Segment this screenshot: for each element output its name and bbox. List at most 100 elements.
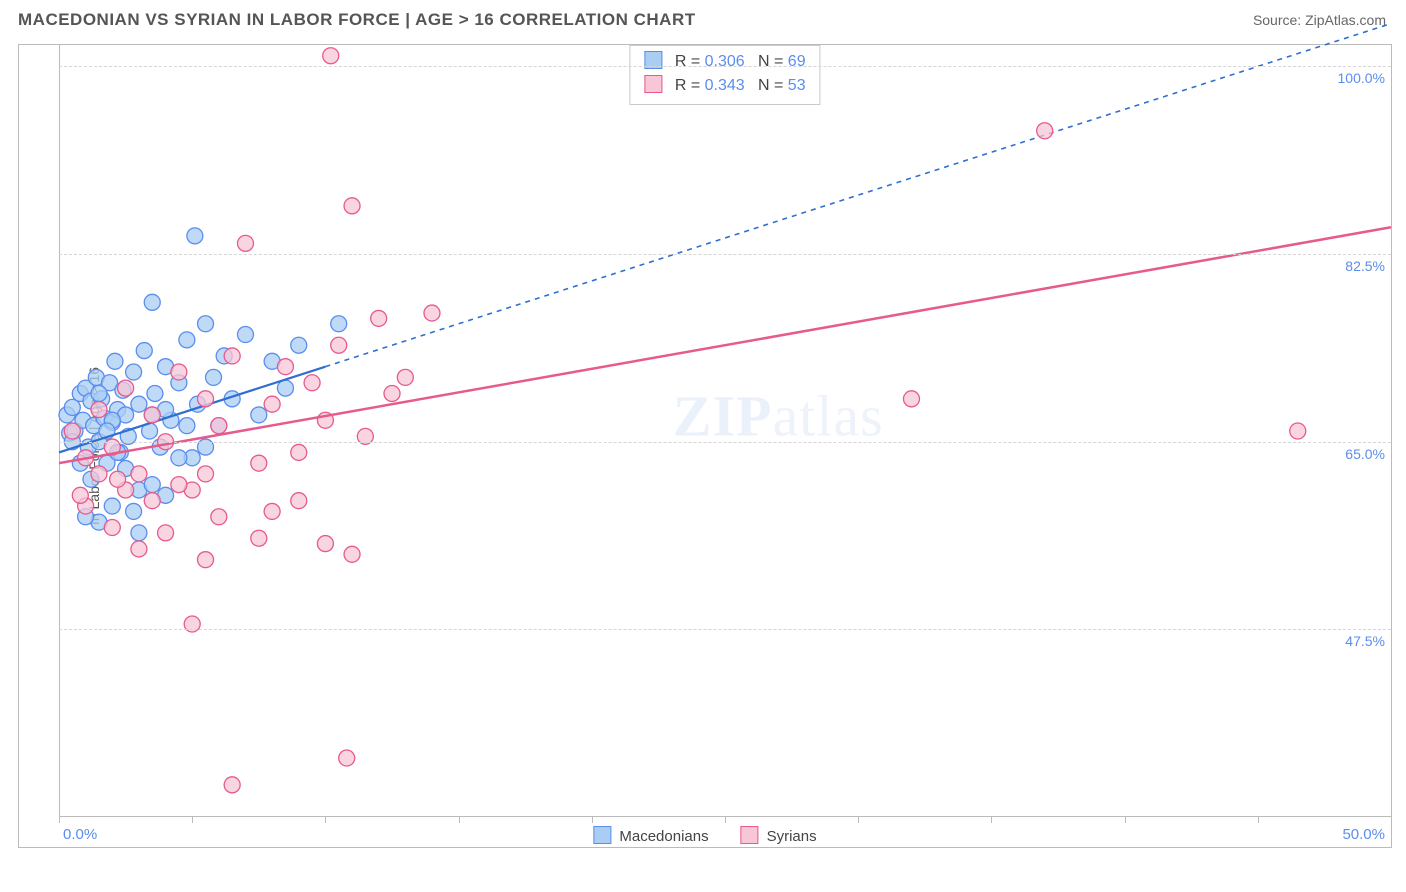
stat-r-1: 0.343 — [705, 77, 745, 94]
legend-swatch-0 — [593, 826, 611, 844]
scatter-point — [91, 466, 107, 482]
fit-line-extrapolated — [325, 24, 1391, 367]
fit-line — [59, 227, 1391, 463]
scatter-point — [198, 466, 214, 482]
stat-n-1: 53 — [788, 77, 806, 94]
scatter-point — [171, 477, 187, 493]
scatter-point — [144, 407, 160, 423]
x-max-label: 50.0% — [1342, 826, 1385, 843]
scatter-point — [64, 423, 80, 439]
scatter-point — [171, 450, 187, 466]
scatter-point — [344, 546, 360, 562]
x-tick — [325, 817, 326, 823]
x-tick — [192, 817, 193, 823]
scatter-point — [323, 48, 339, 64]
scatter-point — [211, 509, 227, 525]
scatter-point — [107, 353, 123, 369]
scatter-point — [211, 418, 227, 434]
scatter-point — [291, 337, 307, 353]
scatter-point — [91, 385, 107, 401]
scatter-point — [251, 407, 267, 423]
scatter-point — [264, 396, 280, 412]
gridline-label: 65.0% — [1345, 446, 1385, 462]
scatter-point — [371, 310, 387, 326]
legend-swatch-1 — [741, 826, 759, 844]
legend-label-0: Macedonians — [619, 828, 708, 845]
x-tick — [1391, 817, 1392, 823]
x-tick — [59, 817, 60, 823]
scatter-point — [131, 466, 147, 482]
x-tick — [991, 817, 992, 823]
scatter-point — [144, 294, 160, 310]
scatter-point — [224, 777, 240, 793]
scatter-point — [91, 402, 107, 418]
scatter-point — [331, 316, 347, 332]
scatter-point — [1037, 123, 1053, 139]
gridline-h — [59, 442, 1391, 443]
scatter-point — [384, 385, 400, 401]
gridline-h — [59, 254, 1391, 255]
scatter-point — [304, 375, 320, 391]
scatter-svg — [59, 45, 1391, 817]
scatter-point — [251, 530, 267, 546]
scatter-point — [237, 327, 253, 343]
scatter-point — [110, 471, 126, 487]
scatter-point — [224, 348, 240, 364]
stat-legend: R = 0.306 N = 69 R = 0.343 N = 53 — [629, 45, 820, 105]
scatter-point — [131, 396, 147, 412]
chart-title: MACEDONIAN VS SYRIAN IN LABOR FORCE | AG… — [18, 10, 696, 30]
x-min-label: 0.0% — [63, 826, 97, 843]
scatter-point — [171, 364, 187, 380]
chart-container: In Labor Force | Age > 16 ZIPatlas R = 0… — [18, 44, 1392, 848]
x-tick — [725, 817, 726, 823]
bottom-legend: Macedonians Syrians — [593, 826, 816, 845]
scatter-point — [136, 343, 152, 359]
scatter-point — [251, 455, 267, 471]
stat-row-1: R = 0.343 N = 53 — [644, 74, 805, 98]
x-tick — [459, 817, 460, 823]
source-label: Source: ZipAtlas.com — [1253, 12, 1386, 28]
stat-swatch-1 — [644, 75, 662, 93]
stat-n-0: 69 — [788, 53, 806, 70]
legend-item-0: Macedonians — [593, 826, 708, 845]
scatter-point — [277, 380, 293, 396]
gridline-label: 47.5% — [1345, 633, 1385, 649]
scatter-point — [339, 750, 355, 766]
scatter-point — [144, 477, 160, 493]
scatter-point — [237, 235, 253, 251]
scatter-point — [179, 332, 195, 348]
gridline-label: 82.5% — [1345, 258, 1385, 274]
scatter-point — [147, 385, 163, 401]
scatter-point — [158, 525, 174, 541]
scatter-point — [291, 493, 307, 509]
stat-r-0: 0.306 — [705, 53, 745, 70]
scatter-point — [198, 316, 214, 332]
scatter-point — [344, 198, 360, 214]
scatter-point — [903, 391, 919, 407]
scatter-point — [179, 418, 195, 434]
scatter-point — [331, 337, 347, 353]
scatter-point — [187, 228, 203, 244]
scatter-point — [118, 380, 134, 396]
legend-label-1: Syrians — [767, 828, 817, 845]
scatter-point — [104, 520, 120, 536]
scatter-point — [64, 399, 80, 415]
x-tick — [592, 817, 593, 823]
scatter-point — [198, 552, 214, 568]
scatter-point — [424, 305, 440, 321]
x-tick — [858, 817, 859, 823]
gridline-h — [59, 629, 1391, 630]
scatter-point — [206, 369, 222, 385]
scatter-point — [104, 498, 120, 514]
gridline-h — [59, 66, 1391, 67]
scatter-point — [126, 364, 142, 380]
x-tick — [1125, 817, 1126, 823]
plot-area: ZIPatlas R = 0.306 N = 69 R = 0.343 N = … — [59, 45, 1391, 817]
scatter-point — [126, 503, 142, 519]
scatter-point — [131, 541, 147, 557]
stat-row-0: R = 0.306 N = 69 — [644, 50, 805, 74]
scatter-point — [397, 369, 413, 385]
scatter-point — [317, 536, 333, 552]
scatter-point — [264, 503, 280, 519]
scatter-point — [72, 487, 88, 503]
